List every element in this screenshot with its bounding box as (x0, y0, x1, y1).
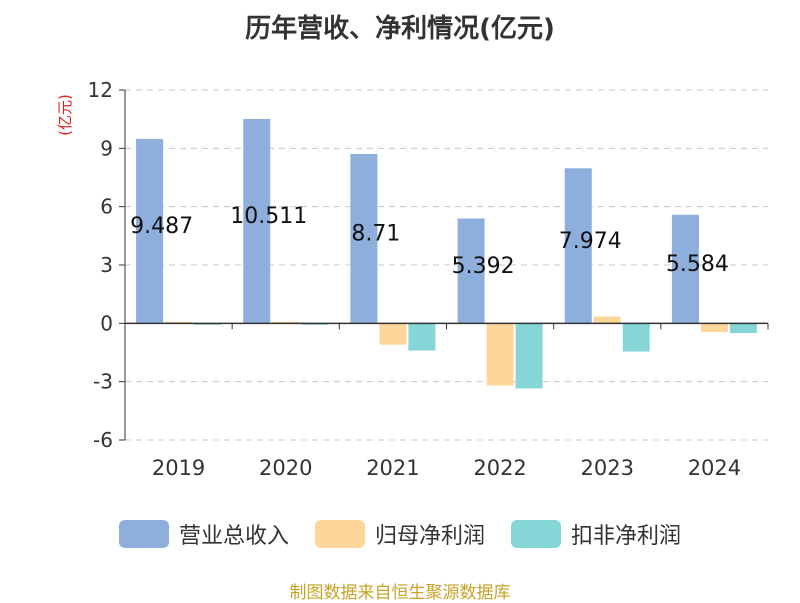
chart-title: 历年营收、净利情况(亿元) (245, 14, 555, 44)
y-tick-label: 3 (100, 253, 113, 277)
bar (457, 218, 485, 324)
legend-item-revenue[interactable]: 营业总收入 (118, 518, 289, 550)
bar (564, 168, 592, 324)
bar (700, 323, 728, 333)
data-label: 10.511 (230, 204, 307, 229)
data-label: 5.392 (452, 254, 515, 279)
legend: 营业总收入 归母净利润 扣非净利润 (0, 518, 800, 550)
source-note: 制图数据来自恒生聚源数据库 (289, 583, 511, 603)
bar (136, 138, 164, 324)
data-labels: 9.487 10.511 8.71 5.392 7.974 5.584 (130, 204, 729, 279)
x-tick-label: 2019 (152, 456, 205, 480)
bar (350, 153, 378, 324)
x-tick-label: 2024 (688, 456, 741, 480)
x-tick-label: 2021 (366, 456, 419, 480)
bar (622, 323, 650, 352)
bar (165, 321, 193, 324)
y-tick-label: -6 (93, 428, 113, 452)
bar (243, 118, 271, 324)
x-tick-label: 2023 (581, 456, 634, 480)
bar (272, 321, 300, 324)
x-tick-label: 2020 (259, 456, 312, 480)
bar (729, 323, 757, 334)
axes: -6 -3 0 3 6 9 12 (亿元) 2019 2020 2021 2022 2023 2024 (56, 78, 769, 480)
legend-label: 归母净利润 (374, 524, 485, 549)
bar (408, 323, 436, 351)
bar (593, 316, 621, 324)
x-tick-label: 2022 (473, 456, 526, 480)
y-tick-label: 0 (100, 311, 113, 335)
y-tick-label: 9 (100, 136, 113, 160)
data-label: 8.71 (351, 222, 400, 247)
bar (515, 323, 543, 389)
legend-item-deducted-net-profit[interactable]: 扣非净利润 (511, 518, 681, 550)
legend-label: 营业总收入 (178, 524, 289, 549)
data-label: 7.974 (559, 229, 622, 254)
y-axis-title: (亿元) (56, 94, 74, 136)
legend-label: 扣非净利润 (571, 524, 682, 549)
data-label: 9.487 (130, 214, 193, 239)
legend-swatch (118, 520, 169, 548)
bar (671, 214, 699, 324)
bar (486, 323, 514, 386)
y-tick-label: 6 (100, 195, 113, 219)
bar (379, 323, 407, 345)
data-label: 5.584 (666, 252, 729, 277)
y-tick-label: -3 (93, 370, 113, 394)
legend-swatch (511, 520, 561, 548)
legend-item-net-profit[interactable]: 归母净利润 (314, 518, 485, 550)
y-tick-label: 12 (88, 78, 113, 102)
legend-swatch (314, 520, 365, 548)
bars (136, 118, 757, 389)
gridlines (125, 89, 768, 441)
